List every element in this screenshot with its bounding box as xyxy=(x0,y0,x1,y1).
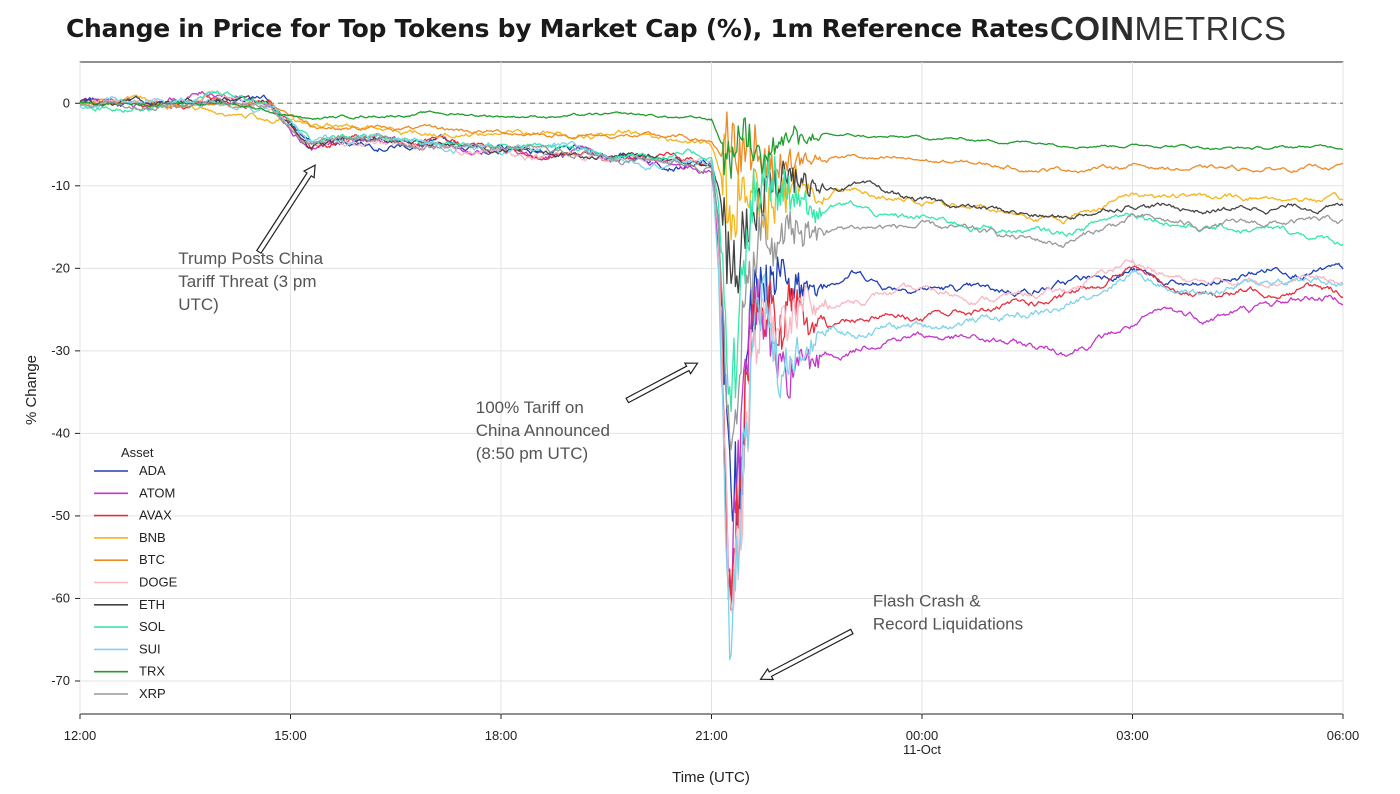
y-tick-label: 0 xyxy=(63,95,70,110)
legend-label-sol: SOL xyxy=(139,619,165,634)
legend: Asset ADA ATOM AVAX BNB BTC DOGE ETH SOL SUI TRX X… xyxy=(94,445,178,701)
y-tick-label: -20 xyxy=(51,260,70,275)
legend-label-btc: BTC xyxy=(139,552,165,567)
series-line-xrp xyxy=(79,96,1344,451)
annotation-text: Record Liquidations xyxy=(873,615,1023,634)
annotation-text: China Announced xyxy=(476,421,610,440)
y-tick-label: -10 xyxy=(51,178,70,193)
y-tick-label: -70 xyxy=(51,673,70,688)
annotation-arrow xyxy=(759,628,854,681)
coinmetrics-logo: COINMETRICS xyxy=(1050,10,1287,48)
legend-label-ada: ADA xyxy=(139,463,166,478)
legend-label-atom: ATOM xyxy=(139,485,175,500)
logo-light-part: METRICS xyxy=(1134,10,1287,47)
annotation-text: Trump Posts China xyxy=(178,249,323,268)
annotations: Trump Posts China Tariff Threat (3 pm UTC)… xyxy=(178,164,1023,681)
series-line-sui xyxy=(79,95,1344,661)
x-tick-label: 12:00 xyxy=(64,728,97,743)
annotation-arrow xyxy=(255,164,316,255)
logo-bold-part: COIN xyxy=(1050,10,1135,47)
y-tick-label: -30 xyxy=(51,343,70,358)
x-tick-label: 00:00 xyxy=(906,728,939,743)
series-line-atom xyxy=(79,90,1344,594)
y-tick-label: -50 xyxy=(51,508,70,523)
legend-label-xrp: XRP xyxy=(139,686,166,701)
x-axis-label: Time (UTC) xyxy=(672,769,750,786)
legend-label-bnb: BNB xyxy=(139,530,166,545)
x-tick-label: 03:00 xyxy=(1116,728,1149,743)
legend-label-avax: AVAX xyxy=(139,508,172,523)
annotation-arrow xyxy=(625,362,699,404)
x-tick-sublabel: 11-Oct xyxy=(903,742,941,757)
x-tick-label: 15:00 xyxy=(274,728,307,743)
y-axis-label: % Change xyxy=(23,355,40,425)
y-tick-label: -40 xyxy=(51,425,70,440)
x-tick-label: 18:00 xyxy=(485,728,518,743)
annotation-text: 100% Tariff on xyxy=(476,398,584,417)
y-tick-label: -60 xyxy=(51,590,70,605)
series-line-trx xyxy=(79,101,1344,180)
legend-label-sui: SUI xyxy=(139,641,161,656)
chart-title: Change in Price for Top Tokens by Market… xyxy=(66,14,1049,43)
series-lines xyxy=(79,90,1344,661)
legend-label-eth: ETH xyxy=(139,597,165,612)
x-tick-label: 06:00 xyxy=(1327,728,1360,743)
legend-label-trx: TRX xyxy=(139,664,165,679)
annotation-text: UTC) xyxy=(178,295,219,314)
legend-label-doge: DOGE xyxy=(139,575,178,590)
annotation-text: (8:50 pm UTC) xyxy=(476,444,588,463)
annotation-text: Tariff Threat (3 pm xyxy=(178,272,316,291)
legend-title: Asset xyxy=(121,445,154,460)
x-tick-label: 21:00 xyxy=(695,728,728,743)
y-axis-ticks: 0 -10 -20 -30 -40 -50 -60 -70 xyxy=(51,95,80,688)
annotation-text: Flash Crash & xyxy=(873,592,981,611)
